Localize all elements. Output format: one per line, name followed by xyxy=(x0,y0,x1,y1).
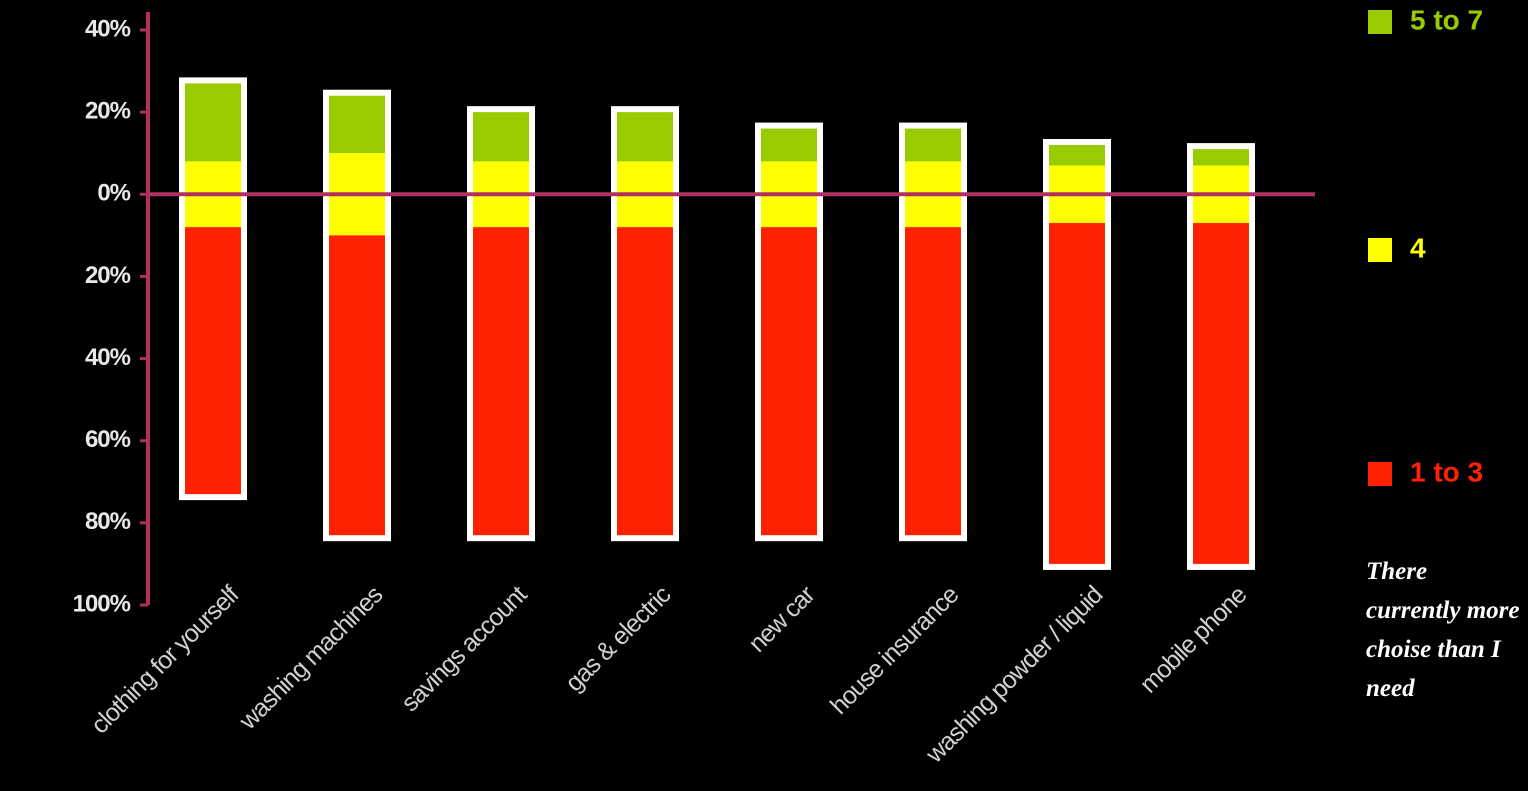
legend-swatch xyxy=(1368,462,1392,486)
x-tick-label: new car xyxy=(743,581,820,658)
y-tick-label: 40% xyxy=(85,15,131,42)
x-tick-label: gas & electric xyxy=(560,581,676,697)
x-tick-label: mobile phone xyxy=(1134,581,1252,699)
bar-segment xyxy=(617,112,673,162)
bar-segment xyxy=(473,112,529,162)
x-tick-label: house insurance xyxy=(825,581,964,720)
y-tick-label: 0% xyxy=(97,180,130,207)
bar-segment xyxy=(905,227,961,536)
annotation: There currently more choise than I need xyxy=(1366,558,1520,702)
y-tick-label: 20% xyxy=(85,262,131,289)
y-tick-label: 20% xyxy=(85,97,131,124)
bar-segment xyxy=(1049,223,1105,564)
bar-segment xyxy=(185,83,241,162)
x-tick-label: washing machines xyxy=(233,581,388,736)
bar-segment xyxy=(329,95,385,154)
legend-swatch xyxy=(1368,10,1392,34)
bar-segment xyxy=(1193,223,1249,564)
legend-label: 5 to 7 xyxy=(1410,4,1483,35)
x-tick-label: savings account xyxy=(396,580,533,717)
bar-segment xyxy=(329,235,385,536)
y-tick-label: 80% xyxy=(85,508,131,535)
bar-segment xyxy=(617,227,673,536)
bar-segment xyxy=(761,128,817,162)
y-tick-label: 40% xyxy=(85,344,131,371)
bar-segment xyxy=(761,227,817,536)
bar-segment xyxy=(185,227,241,495)
legend-label: 1 to 3 xyxy=(1410,456,1483,487)
legend-swatch xyxy=(1368,238,1392,262)
y-tick-label: 100% xyxy=(73,590,131,617)
bar-segment xyxy=(473,227,529,536)
y-tick-label: 60% xyxy=(85,426,131,453)
bar-segment xyxy=(1049,145,1105,166)
bar-segment xyxy=(905,128,961,162)
bar-segment xyxy=(1193,149,1249,166)
legend-label: 4 xyxy=(1410,232,1426,263)
